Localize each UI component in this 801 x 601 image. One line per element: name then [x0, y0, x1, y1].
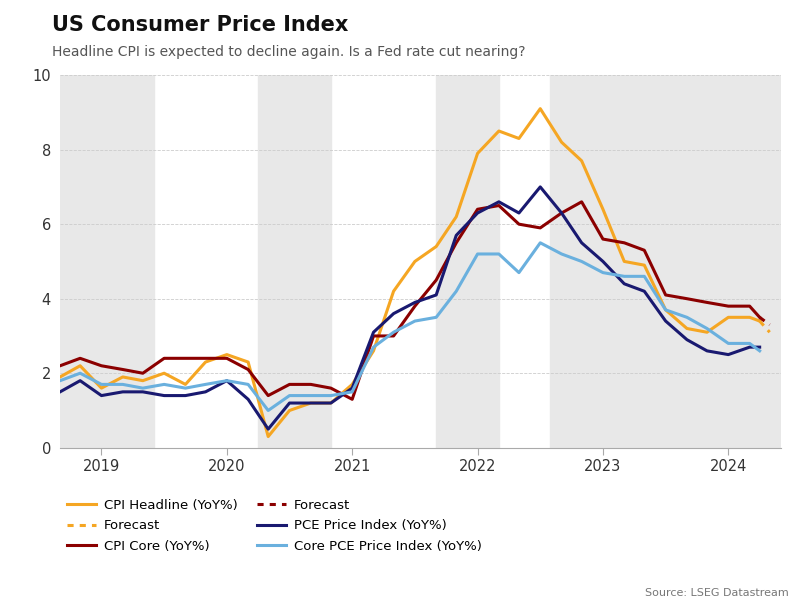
Bar	[60, 75, 154, 448]
Text: Headline CPI is expected to decline again. Is a Fed rate cut nearing?: Headline CPI is expected to decline agai…	[52, 45, 525, 59]
Bar	[258, 75, 331, 448]
Text: US Consumer Price Index: US Consumer Price Index	[52, 15, 348, 35]
Bar	[550, 75, 781, 448]
Bar	[437, 75, 499, 448]
Legend: CPI Headline (YoY%), Forecast, CPI Core (YoY%), Forecast, PCE Price Index (YoY%): CPI Headline (YoY%), Forecast, CPI Core …	[66, 499, 482, 552]
Text: Source: LSEG Datastream: Source: LSEG Datastream	[646, 588, 789, 598]
